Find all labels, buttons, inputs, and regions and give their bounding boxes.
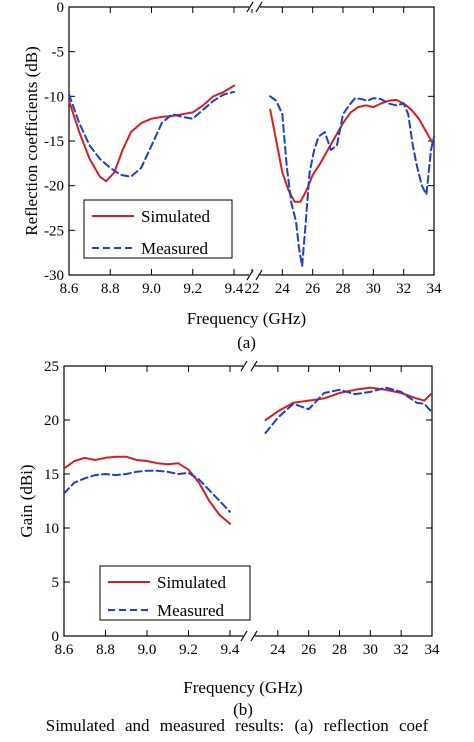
y-tick-label: 0: [57, 0, 65, 16]
x-tick-label: 9.4: [221, 642, 240, 658]
simulated-line: [68, 84, 235, 183]
axis-break-mark: [255, 1, 263, 13]
axis-break-mark: [255, 269, 263, 281]
x-tick-label: 9.2: [179, 642, 198, 658]
x-axis-label: Frequency (GHz): [187, 309, 306, 328]
panel-label: (a): [237, 333, 256, 352]
legend-label: Simulated: [141, 207, 210, 226]
x-tick-label: 22: [245, 281, 260, 297]
y-tick-label: -10: [44, 89, 64, 105]
axis-break-mark: [240, 360, 248, 372]
x-tick-label: 28: [336, 281, 351, 297]
y-tick-label: 5: [52, 575, 60, 591]
axis-break-mark: [246, 1, 254, 13]
x-tick-label: 26: [301, 642, 317, 658]
simulated-line: [63, 455, 231, 525]
x-axis-label: Frequency (GHz): [183, 678, 302, 697]
measured-line: [269, 95, 435, 268]
y-axis-label: Reflection coefficients (dB): [22, 46, 41, 235]
x-tick-label: 24: [275, 281, 291, 297]
axis-break-gap: [249, 273, 260, 277]
y-tick-label: 10: [44, 521, 59, 537]
figure-caption: Simulated and measured results: (a) refl…: [45, 716, 429, 735]
legend-label: Simulated: [157, 573, 226, 592]
axis-break-mark: [250, 360, 258, 372]
measured-line: [68, 90, 235, 178]
x-tick-label: 8.8: [101, 281, 120, 297]
legend-label: Measured: [157, 601, 225, 620]
y-tick-label: 15: [44, 467, 59, 483]
y-tick-label: -30: [44, 268, 64, 284]
measured-line: [63, 469, 231, 513]
panel-b: 0 5 10 15 20 25 8.6 8.8 9.0 9.2 9.4 24 26 28 30 32 34 Sim…: [17, 359, 440, 719]
panel-a: 0 -5 -10 -15 -20 -25 -308.6 8.8 9.0 9.2 9.4 22 24 26 2…: [22, 0, 442, 352]
simulated-line: [269, 98, 435, 203]
x-tick-label: 9.2: [183, 281, 202, 297]
x-tick-label: 8.6: [60, 281, 79, 297]
x-tick-label: 30: [363, 642, 378, 658]
axis-break-gap: [249, 5, 260, 9]
measured-line: [264, 386, 433, 434]
x-tick-label: 34: [427, 281, 443, 297]
x-tick-label: 32: [396, 281, 411, 297]
axis-break-gap: [243, 364, 255, 368]
axis-break-mark: [240, 630, 248, 642]
x-tick-label: 9.4: [225, 281, 244, 297]
panel-label: (b): [233, 700, 253, 719]
x-tick-label: 8.6: [55, 642, 74, 658]
simulated-line: [264, 386, 433, 421]
legend: Simulated Measured: [83, 199, 233, 259]
x-tick-label: 9.0: [138, 642, 157, 658]
x-tick-label: 26: [305, 281, 321, 297]
y-axis-label: Gain (dBi): [17, 464, 36, 537]
legend-label: Measured: [141, 239, 209, 258]
x-tick-label: 24: [270, 642, 286, 658]
axis-break-gap: [243, 634, 255, 638]
y-tick-label: 20: [44, 413, 59, 429]
y-tick-label: 25: [44, 359, 59, 375]
y-tick-label: -20: [44, 179, 64, 195]
axis-break-mark: [246, 269, 254, 281]
x-tick-label: 28: [332, 642, 347, 658]
y-tick-label: 0: [52, 629, 60, 645]
y-tick-label: -25: [44, 223, 64, 239]
x-tick-label: 30: [366, 281, 381, 297]
x-tick-label: 32: [394, 642, 409, 658]
x-tick-label: 9.0: [142, 281, 161, 297]
legend: Simulated Measured: [99, 565, 251, 621]
y-tick-label: -5: [52, 45, 65, 61]
x-tick-label: 34: [425, 642, 441, 658]
y-tick-label: -15: [44, 134, 64, 150]
axis-break-mark: [250, 630, 258, 642]
x-tick-label: 8.8: [96, 642, 115, 658]
